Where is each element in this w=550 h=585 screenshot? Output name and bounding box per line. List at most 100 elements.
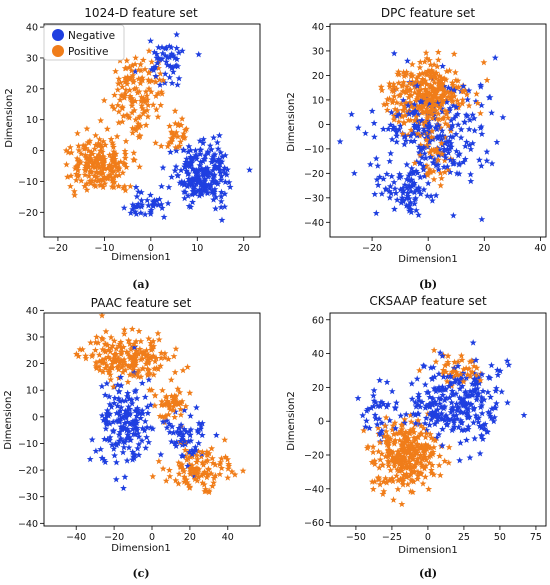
point-negative xyxy=(218,172,225,180)
point-negative xyxy=(450,102,457,109)
point-positive xyxy=(466,372,474,380)
point-negative xyxy=(100,456,108,464)
point-positive xyxy=(431,437,439,444)
point-negative xyxy=(149,202,157,210)
point-negative xyxy=(448,391,456,398)
point-positive xyxy=(115,165,123,172)
point-positive xyxy=(199,479,206,486)
x-tick-label-b: −20 xyxy=(362,243,382,254)
point-negative xyxy=(178,452,186,459)
point-positive xyxy=(159,76,167,84)
point-negative xyxy=(168,64,176,72)
point-negative xyxy=(478,402,486,409)
point-positive xyxy=(400,78,408,86)
point-positive xyxy=(112,172,120,179)
point-positive xyxy=(371,457,378,464)
point-negative xyxy=(185,181,193,188)
point-positive xyxy=(369,485,377,493)
point-negative xyxy=(226,183,234,190)
point-positive xyxy=(152,354,160,362)
point-negative xyxy=(425,133,433,140)
point-negative xyxy=(126,433,134,441)
point-negative xyxy=(166,53,173,61)
point-positive xyxy=(429,94,436,102)
point-negative xyxy=(445,84,452,91)
point-negative xyxy=(413,158,421,165)
point-positive xyxy=(128,102,136,109)
point-positive xyxy=(144,365,151,372)
point-negative xyxy=(431,373,438,380)
point-positive xyxy=(122,361,130,368)
point-positive xyxy=(383,441,391,448)
point-positive xyxy=(90,181,98,189)
point-negative xyxy=(404,192,412,200)
point-negative xyxy=(410,137,418,145)
point-negative xyxy=(450,364,458,372)
point-negative xyxy=(170,429,177,436)
point-positive xyxy=(113,133,121,140)
points-a xyxy=(62,31,253,223)
point-negative xyxy=(221,151,229,159)
point-positive xyxy=(193,452,201,459)
point-positive xyxy=(428,103,436,111)
point-positive xyxy=(130,78,137,86)
point-negative xyxy=(426,410,434,417)
point-negative xyxy=(467,177,475,185)
point-positive xyxy=(395,448,403,455)
point-positive xyxy=(149,337,157,345)
points-c xyxy=(73,313,247,496)
point-negative xyxy=(469,111,477,118)
point-positive xyxy=(413,78,421,85)
point-positive xyxy=(122,137,130,145)
point-positive xyxy=(135,66,143,73)
point-positive xyxy=(390,116,398,123)
point-positive xyxy=(413,449,421,456)
point-positive xyxy=(401,449,409,456)
point-positive xyxy=(425,56,433,64)
point-positive xyxy=(139,104,146,112)
point-positive xyxy=(143,356,151,363)
point-positive xyxy=(89,158,97,166)
point-positive xyxy=(121,74,129,81)
point-negative xyxy=(198,181,206,189)
point-positive xyxy=(82,354,90,362)
y-tick-label-d: 0 xyxy=(318,417,324,428)
point-positive xyxy=(150,371,158,378)
point-positive xyxy=(439,370,447,377)
point-negative xyxy=(376,429,384,437)
point-negative xyxy=(424,119,432,127)
point-positive xyxy=(454,371,461,378)
point-negative xyxy=(478,130,486,137)
point-negative xyxy=(123,408,131,415)
point-negative xyxy=(452,130,460,138)
point-positive xyxy=(419,455,426,463)
point-positive xyxy=(414,455,421,463)
point-negative xyxy=(370,386,378,394)
point-negative xyxy=(423,426,431,434)
point-negative xyxy=(450,114,458,122)
point-negative xyxy=(110,399,118,407)
point-positive xyxy=(432,101,440,108)
point-negative xyxy=(426,128,434,135)
point-negative xyxy=(433,434,440,442)
point-negative xyxy=(454,362,462,370)
point-negative xyxy=(416,403,424,410)
point-positive xyxy=(221,436,229,443)
point-positive xyxy=(112,67,119,75)
point-negative xyxy=(449,121,456,129)
point-negative xyxy=(412,124,419,131)
y-tick-label-d: 60 xyxy=(312,315,324,326)
point-negative xyxy=(145,438,153,446)
point-negative xyxy=(464,425,472,433)
point-positive xyxy=(401,416,409,423)
point-positive xyxy=(139,355,146,362)
point-positive xyxy=(402,87,410,94)
point-positive xyxy=(123,111,131,118)
point-negative xyxy=(221,164,229,171)
point-positive xyxy=(169,135,176,142)
point-positive xyxy=(452,76,460,84)
point-negative xyxy=(114,402,121,409)
point-positive xyxy=(443,108,451,115)
point-positive xyxy=(211,461,219,468)
point-positive xyxy=(91,145,99,152)
